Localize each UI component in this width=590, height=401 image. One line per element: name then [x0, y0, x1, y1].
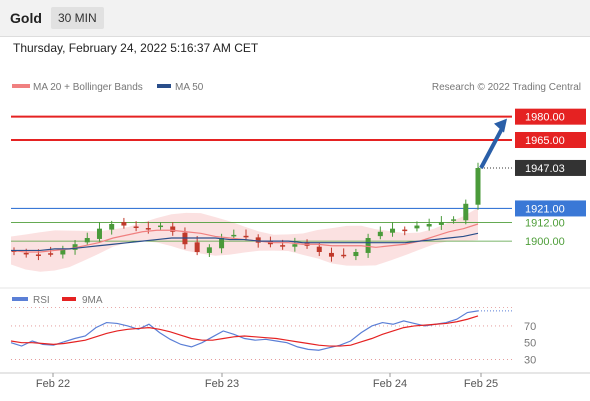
x-tick-label-3: Feb 25 — [464, 378, 498, 390]
candle-body — [231, 234, 237, 237]
candle-body — [48, 253, 54, 255]
candle-body — [60, 248, 66, 255]
level-label-5: 1900.00 — [525, 236, 565, 248]
legend-label-ma50: MA 50 — [175, 82, 204, 93]
candle-body — [328, 252, 334, 257]
candle-body — [23, 252, 29, 255]
top-bar: Gold 30 MIN — [0, 0, 590, 36]
candle-body — [316, 246, 322, 252]
rsi-tick-70: 70 — [524, 321, 536, 333]
candle-body — [353, 252, 359, 257]
x-tick-label-0: Feb 22 — [36, 378, 70, 390]
ma50-line — [11, 232, 479, 252]
candle-body — [96, 228, 102, 239]
candle-body — [255, 237, 261, 243]
symbol-title: Gold — [10, 10, 42, 26]
candle-body — [438, 222, 444, 225]
candle-body — [219, 238, 225, 249]
candle-body — [377, 231, 383, 237]
candle-body — [414, 225, 420, 229]
candle-body — [341, 254, 347, 257]
candle-body — [158, 225, 164, 228]
x-tick-label-2: Feb 24 — [373, 378, 407, 390]
x-tick-label-1: Feb 23 — [205, 378, 239, 390]
legend-label-9ma: 9MA — [82, 295, 103, 306]
level-tag-0 — [515, 108, 586, 125]
candle-body — [145, 228, 151, 230]
level-label-0: 1980.00 — [525, 112, 565, 124]
rsi-tick-30: 30 — [524, 354, 536, 366]
candle-body — [280, 245, 286, 247]
candle-body — [194, 242, 200, 252]
candle-body — [133, 226, 139, 228]
candle-body — [292, 244, 298, 247]
level-label-2: 1947.03 — [525, 163, 565, 175]
timeframe-button[interactable]: 30 MIN — [51, 7, 104, 29]
candle-body — [206, 247, 212, 253]
credit-text: Research © 2022 Trading Central — [432, 82, 581, 93]
candle-body — [84, 238, 90, 243]
candle-body — [243, 235, 249, 238]
level-tag-2 — [515, 159, 586, 176]
rsi-line — [10, 310, 479, 351]
candle-body — [451, 219, 457, 221]
candle-body — [121, 222, 127, 226]
legend-label-rsi: RSI — [33, 295, 50, 306]
candle-body — [109, 224, 115, 230]
level-label-1: 1965.00 — [525, 135, 565, 147]
chart-panel — [0, 36, 590, 401]
candle-body — [390, 228, 396, 233]
level-label-4: 1912.00 — [525, 217, 565, 229]
candle-body — [365, 238, 371, 253]
candle-body — [402, 229, 408, 232]
forecast-arrow-shaft — [479, 125, 505, 169]
level-tag-3 — [515, 200, 586, 217]
candle-body — [35, 254, 41, 256]
rsi-ma-line — [10, 315, 479, 347]
forecast-arrow-head — [494, 118, 507, 133]
candle-body — [426, 224, 432, 227]
level-tag-1 — [515, 132, 586, 148]
candle-body — [170, 226, 176, 232]
candle-body — [72, 244, 78, 250]
candle-body — [475, 168, 481, 205]
candle-body — [463, 203, 469, 221]
rsi-tick-50: 50 — [524, 338, 536, 350]
report-datetime: Thursday, February 24, 2022 5:16:37 AM C… — [13, 41, 259, 55]
legend-label-ma20: MA 20 + Bollinger Bands — [33, 82, 143, 93]
level-label-3: 1921.00 — [525, 203, 565, 215]
